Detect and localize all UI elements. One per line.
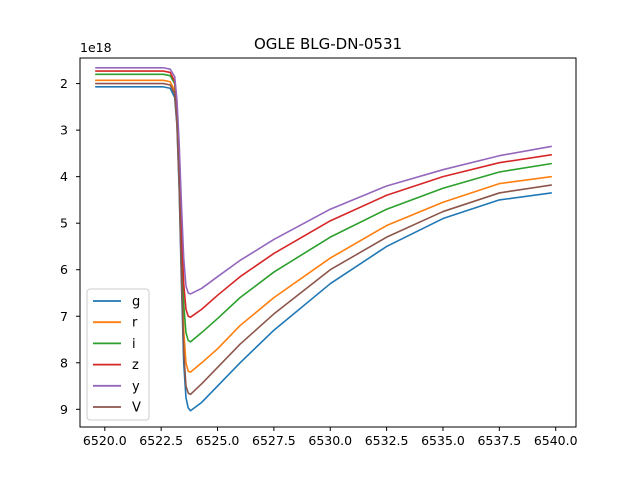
legend-label-g: g bbox=[132, 295, 140, 310]
chart-title: OGLE BLG-DN-0531 bbox=[254, 35, 402, 53]
x-tick-label: 6537.5 bbox=[477, 433, 521, 448]
legend-label-V: V bbox=[132, 401, 141, 416]
x-tick-label: 6527.5 bbox=[252, 433, 296, 448]
y-tick-label: 7 bbox=[60, 309, 68, 324]
series-line-V bbox=[94, 82, 553, 396]
plot-frame bbox=[79, 57, 577, 428]
y-tick-label: 5 bbox=[60, 216, 68, 231]
y-tick-label: 9 bbox=[60, 402, 68, 417]
y-tick-label: 4 bbox=[60, 169, 68, 184]
y-tick-label: 8 bbox=[60, 355, 68, 370]
y-tick-label: 6 bbox=[60, 262, 68, 277]
x-tick-label: 6520.0 bbox=[83, 433, 127, 448]
y-tick-label: 3 bbox=[60, 123, 68, 138]
legend-label-z: z bbox=[132, 358, 139, 373]
legend-label-i: i bbox=[132, 337, 136, 352]
y-offset-label: 1e18 bbox=[80, 40, 112, 55]
legend-label-r: r bbox=[132, 316, 138, 331]
x-tick-label: 6535.0 bbox=[421, 433, 465, 448]
legend-label-y: y bbox=[132, 379, 140, 394]
x-tick-label: 6540.0 bbox=[534, 433, 578, 448]
x-tick-label: 6525.0 bbox=[196, 433, 240, 448]
series-line-y bbox=[94, 66, 553, 295]
x-tick-label: 6532.5 bbox=[365, 433, 409, 448]
x-tick-label: 6522.5 bbox=[139, 433, 183, 448]
x-tick-label: 6530.0 bbox=[308, 433, 352, 448]
y-tick-label: 2 bbox=[60, 76, 68, 91]
series-layer bbox=[94, 66, 553, 412]
ticks-layer: 6520.0 6522.5 6525.0 6527.5 6530.0 6532.5 6535… bbox=[60, 76, 578, 448]
